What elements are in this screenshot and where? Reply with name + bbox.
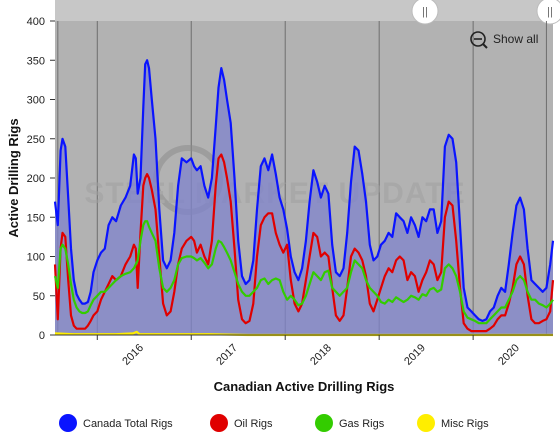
legend-label: Canada Total Rigs (83, 418, 173, 430)
navigator-handle-left[interactable]: || (411, 0, 439, 25)
y-tick-label: 200 (27, 173, 45, 185)
y-tick-label: 100 (27, 252, 45, 264)
series-line-oil-rigs (53, 153, 555, 333)
y-tick-label: 250 (27, 134, 45, 146)
show-all-label: Show all (493, 32, 538, 46)
legend-label: Misc Rigs (441, 418, 489, 430)
series-line-canada-total-rigs (53, 59, 555, 322)
x-tick-label: 2020 (496, 342, 522, 368)
navigator-handle-right[interactable]: || (536, 0, 560, 25)
handle-grip-right-icon: || (547, 6, 553, 18)
legend-marker (59, 414, 77, 432)
legend-marker (417, 414, 435, 432)
range-navigator[interactable]: || || (55, 0, 560, 25)
handle-grip-left-icon: || (422, 6, 428, 18)
y-axis: 0 50 100 150 200 250 300 350 400 (27, 16, 55, 342)
y-tick-label: 150 (27, 212, 45, 224)
y-tick-label: 350 (27, 55, 45, 67)
x-axis-title: Canadian Active Drilling Rigs (214, 379, 395, 394)
y-axis-title: Active Drilling Rigs (6, 118, 21, 237)
series-layer (53, 59, 555, 337)
y-tick-label: 0 (39, 330, 45, 342)
x-axis: 2016 2017 2018 2019 2020 (96, 335, 522, 368)
x-tick-label: 2016 (120, 342, 146, 368)
legend-marker (210, 414, 228, 432)
legend-label: Gas Rigs (339, 418, 385, 430)
legend-item-oil-rigs[interactable]: Oil Rigs (210, 414, 273, 432)
show-all-button[interactable]: Show all (470, 31, 538, 49)
legend: Canada Total Rigs Oil Rigs Gas Rigs Misc Ri… (59, 414, 489, 432)
legend-marker (315, 414, 333, 432)
legend-item-canada-total-rigs[interactable]: Canada Total Rigs (59, 414, 173, 432)
legend-label: Oil Rigs (234, 418, 273, 430)
y-tick-label: 400 (27, 16, 45, 28)
x-tick-label: 2018 (308, 342, 334, 368)
y-tick-label: 300 (27, 95, 45, 107)
legend-item-gas-rigs[interactable]: Gas Rigs (315, 414, 385, 432)
legend-item-misc-rigs[interactable]: Misc Rigs (417, 414, 489, 432)
y-tick-label: 50 (33, 291, 45, 303)
zoom-out-icon (470, 31, 486, 47)
navigator-track (55, 0, 553, 21)
x-tick-label: 2019 (402, 342, 428, 368)
series-line-gas-rigs (53, 220, 554, 325)
x-tick-label: 2017 (214, 342, 240, 368)
